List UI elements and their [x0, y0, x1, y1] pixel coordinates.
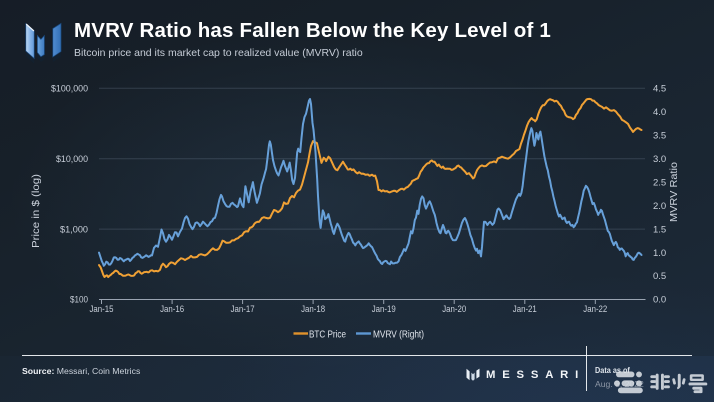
svg-text:2.0: 2.0 [653, 201, 666, 212]
svg-text:Jan-19: Jan-19 [372, 304, 396, 315]
svg-text:1.5: 1.5 [653, 224, 666, 235]
svg-text:Jan-16: Jan-16 [160, 304, 184, 315]
svg-text:$1,000: $1,000 [60, 224, 88, 235]
svg-text:$10,000: $10,000 [56, 154, 88, 165]
svg-text:Jan-15: Jan-15 [90, 304, 114, 315]
svg-text:3.0: 3.0 [653, 154, 666, 165]
svg-text:1.0: 1.0 [653, 248, 666, 259]
svg-text:0.0: 0.0 [653, 295, 666, 306]
svg-text:Jan-17: Jan-17 [231, 304, 255, 315]
svg-text:4.5: 4.5 [653, 83, 666, 94]
svg-text:Price in $ (log): Price in $ (log) [31, 174, 42, 248]
svg-text:$100: $100 [70, 295, 88, 306]
svg-text:MVRV (Right): MVRV (Right) [373, 329, 424, 341]
svg-text:MVRV Ratio: MVRV Ratio [669, 162, 680, 222]
svg-text:Jan-20: Jan-20 [442, 304, 466, 315]
svg-text:4.0: 4.0 [653, 107, 666, 118]
svg-text:Jan-21: Jan-21 [513, 304, 537, 315]
svg-text:0.5: 0.5 [653, 271, 666, 282]
svg-text:2.5: 2.5 [653, 177, 666, 188]
svg-text:BTC Price: BTC Price [309, 329, 346, 341]
svg-text:$100,000: $100,000 [51, 83, 88, 94]
svg-text:Jan-22: Jan-22 [583, 304, 607, 315]
svg-text:Jan-18: Jan-18 [301, 304, 325, 315]
svg-text:3.5: 3.5 [653, 130, 666, 141]
